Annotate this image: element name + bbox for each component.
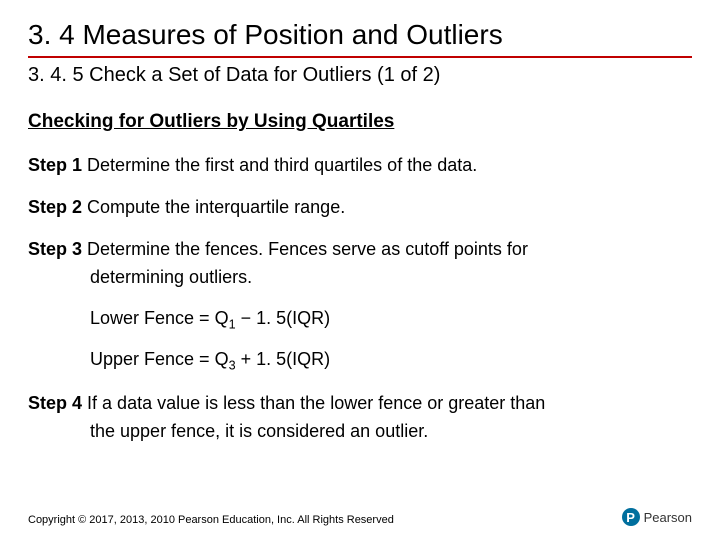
step-3-text-a: Determine the fences. Fences serve as cu… [87,239,528,259]
lower-fence-sub: 1 [229,317,236,331]
step-3-text-b: determining outliers. [90,267,252,287]
pearson-logo-text: Pearson [644,510,692,525]
step-4-text-a: If a data value is less than the lower f… [87,393,545,413]
step-4-label: Step 4 [28,393,82,413]
slide-title: 3. 4 Measures of Position and Outliers [28,18,692,52]
footer: Copyright © 2017, 2013, 2010 Pearson Edu… [28,508,692,526]
upper-fence-formula: Upper Fence = Q3 + 1. 5(IQR) [28,349,692,373]
step-2-label: Step 2 [28,197,82,217]
slide-subtitle: 3. 4. 5 Check a Set of Data for Outliers… [28,64,692,87]
step-4: Step 4 If a data value is less than the … [28,391,692,415]
step-3-label: Step 3 [28,239,82,259]
lower-fence-post: − 1. 5(IQR) [236,308,331,328]
step-4-cont: the upper fence, it is considered an out… [28,419,692,443]
pearson-logo-icon: P [622,508,640,526]
title-divider [28,56,692,58]
lower-fence-formula: Lower Fence = Q1 − 1. 5(IQR) [28,308,692,332]
step-1-text: Determine the first and third quartiles … [87,155,477,175]
upper-fence-post: + 1. 5(IQR) [236,349,331,369]
step-2-text: Compute the interquartile range. [87,197,345,217]
pearson-logo: P Pearson [622,508,692,526]
upper-fence-sub: 3 [229,359,236,373]
lower-fence-pre: Lower Fence = Q [90,308,229,328]
step-3: Step 3 Determine the fences. Fences serv… [28,237,692,261]
step-1: Step 1 Determine the first and third qua… [28,153,692,177]
step-1-label: Step 1 [28,155,82,175]
section-heading: Checking for Outliers by Using Quartiles [28,111,692,133]
step-3-cont: determining outliers. [28,265,692,289]
copyright-text: Copyright © 2017, 2013, 2010 Pearson Edu… [28,514,394,526]
step-4-text-b: the upper fence, it is considered an out… [90,421,428,441]
step-2: Step 2 Compute the interquartile range. [28,195,692,219]
upper-fence-pre: Upper Fence = Q [90,349,229,369]
